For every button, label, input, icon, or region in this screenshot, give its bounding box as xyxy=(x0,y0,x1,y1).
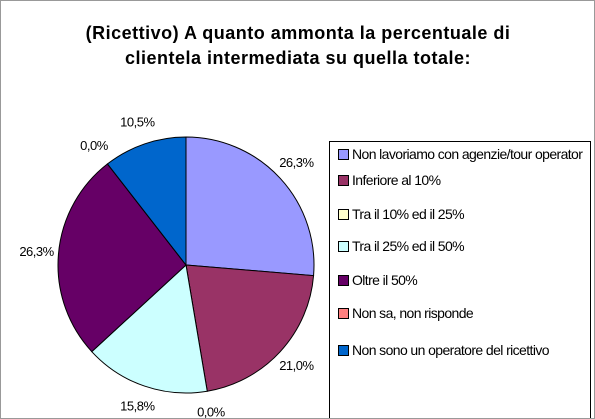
legend-label: Non sono un operatore del ricettivo xyxy=(352,342,550,358)
data-label: 21,0% xyxy=(279,358,314,373)
legend-label: Oltre il 50% xyxy=(352,272,418,288)
legend-label: Tra il 10% ed il 25% xyxy=(352,206,465,222)
legend-item: Non sono un operatore del ricettivo xyxy=(336,342,586,358)
pie-slice xyxy=(185,136,315,277)
data-label: 26,3% xyxy=(279,155,314,170)
legend-item: Tra il 25% ed il 50% xyxy=(336,238,586,254)
legend-item: Non sa, non risponde xyxy=(336,305,586,321)
legend-swatch xyxy=(338,175,349,186)
data-label: 10,5% xyxy=(120,115,155,130)
data-label: 15,8% xyxy=(120,398,155,413)
legend-label: Inferiore al 10% xyxy=(352,172,441,188)
legend-item: Tra il 10% ed il 25% xyxy=(336,206,586,222)
data-label: 0,0% xyxy=(80,138,109,153)
legend-item: Inferiore al 10% xyxy=(336,172,586,188)
legend-swatch xyxy=(338,241,349,252)
legend-swatch xyxy=(338,209,349,220)
legend-swatch xyxy=(338,275,349,286)
pie-slice xyxy=(185,264,315,392)
legend-label: Non sa, non risponde xyxy=(352,305,474,321)
legend-item: Non lavoriamo con agenzie/tour operator xyxy=(336,146,586,162)
legend-swatch xyxy=(338,149,349,160)
legend-swatch xyxy=(338,345,349,356)
pie-slice xyxy=(91,264,208,394)
legend-item: Oltre il 50% xyxy=(336,272,586,288)
legend-swatch xyxy=(338,308,349,319)
chart-title: (Ricettivo) A quanto ammonta la percentu… xyxy=(85,23,511,68)
legend-label: Tra il 25% ed il 50% xyxy=(352,238,465,254)
pie-slice xyxy=(106,136,187,267)
data-label: 26,3% xyxy=(19,244,54,259)
legend-label: Non lavoriamo con agenzie/tour operator xyxy=(352,146,583,162)
legend: Non lavoriamo con agenzie/tour operator I… xyxy=(329,141,591,418)
data-label: 0,0% xyxy=(197,404,226,419)
pie-slice xyxy=(57,163,187,353)
